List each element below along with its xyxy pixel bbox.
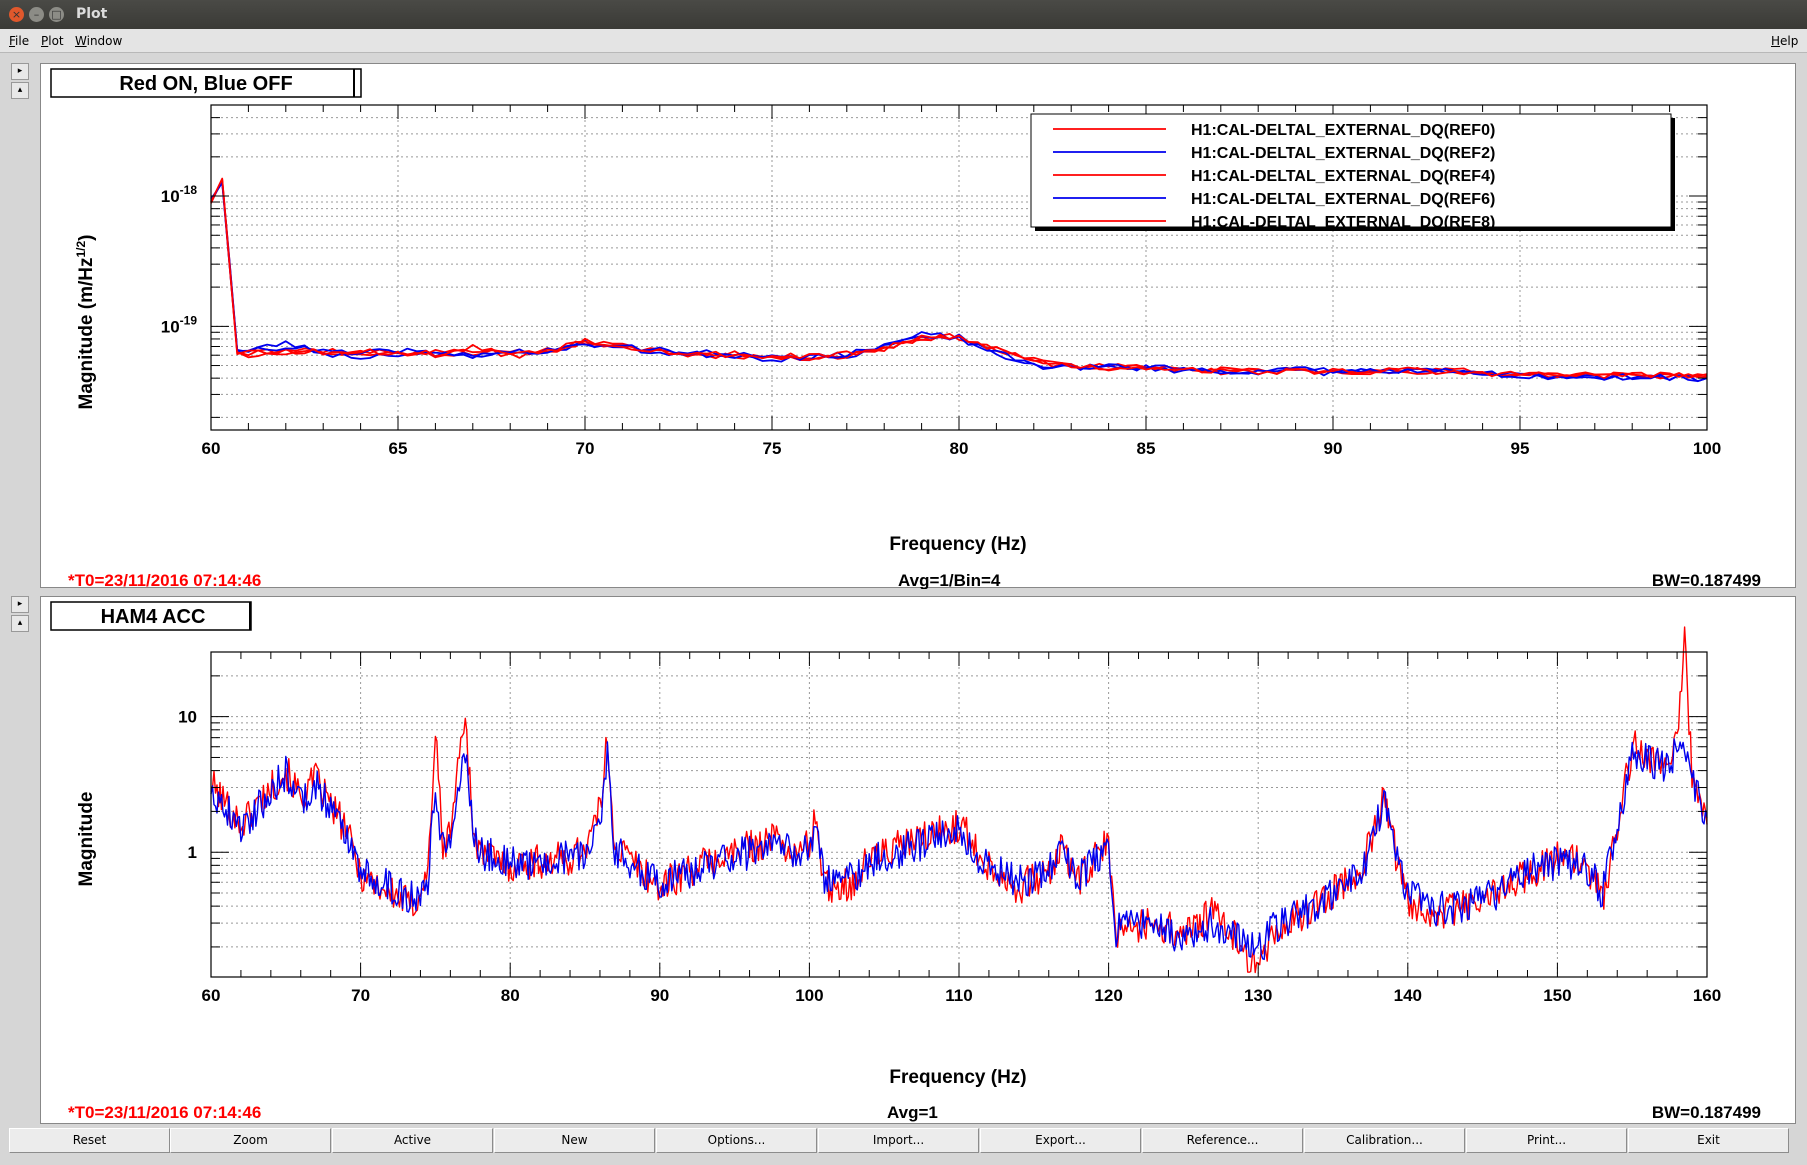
new-button[interactable]: New xyxy=(494,1128,655,1153)
legend-entry: H1:CAL-DELTAL_EXTERNAL_DQ(REF0) xyxy=(1191,122,1495,139)
print-button[interactable]: Print... xyxy=(1466,1128,1627,1153)
panel2-xlabel: Frequency (Hz) xyxy=(889,1067,1026,1088)
plot-panel-top[interactable]: Red ON, Blue OFF 60 65 70 75 80 85 90 95 100 10-1… xyxy=(40,63,1797,589)
x-tick-label: 80 xyxy=(501,986,520,1005)
series-line-0 xyxy=(210,626,1708,974)
reset-button[interactable]: Reset xyxy=(9,1128,170,1153)
x-tick-label: 70 xyxy=(576,439,595,458)
options-button[interactable]: Options... xyxy=(656,1128,817,1153)
panel1-expand-arrow-icon[interactable]: ▸ xyxy=(11,63,29,80)
panel1-xlabel: Frequency (Hz) xyxy=(889,534,1026,555)
window-title: Plot xyxy=(76,6,108,22)
x-tick-label: 70 xyxy=(351,986,370,1005)
x-tick-label: 75 xyxy=(763,439,782,458)
x-tick-label: 60 xyxy=(202,439,221,458)
panel2-expand-arrow-icon[interactable]: ▸ xyxy=(11,596,29,613)
panel2-avg-label: Avg=1 xyxy=(887,1103,938,1122)
x-tick-label: 160 xyxy=(1693,986,1721,1005)
series-line-4 xyxy=(210,177,1708,379)
x-tick-label: 95 xyxy=(1511,439,1530,458)
y-tick-label: 10 xyxy=(178,708,197,727)
panel2-bw-label: BW=0.187499 xyxy=(1652,1103,1761,1122)
x-tick-label: 110 xyxy=(945,986,972,1005)
export-button[interactable]: Export... xyxy=(980,1128,1141,1153)
active-button[interactable]: Active xyxy=(332,1128,493,1153)
zoom-button[interactable]: Zoom xyxy=(170,1128,331,1153)
x-tick-label: 130 xyxy=(1244,986,1272,1005)
panel2-ylabel: Magnitude xyxy=(76,792,97,887)
y-tick-label: 1 xyxy=(188,843,197,862)
panel1-ylabel: Magnitude (m/Hz1/2) xyxy=(74,234,97,409)
menu-plot[interactable]: Plot xyxy=(41,34,64,48)
panel2-t0-label: *T0=23/11/2016 07:14:46 xyxy=(68,1103,261,1122)
x-tick-label: 100 xyxy=(1693,439,1721,458)
plot-panel-bottom[interactable]: HAM4 ACC 60 70 80 90 100 110 120 130 140 150 160 10… xyxy=(40,596,1796,1124)
y-tick-label: 10-18 xyxy=(161,183,198,206)
x-tick-label: 85 xyxy=(1137,439,1156,458)
maximize-window-icon[interactable]: □ xyxy=(49,7,64,22)
series-line-1 xyxy=(210,738,1708,961)
y-tick-label: 10-19 xyxy=(161,313,198,336)
menu-help[interactable]: Help xyxy=(1771,34,1799,48)
menu-bar: File Plot Window Help xyxy=(0,29,1807,53)
menu-window[interactable]: Window xyxy=(75,34,123,48)
legend-entry: H1:CAL-DELTAL_EXTERNAL_DQ(REF8) xyxy=(1191,214,1495,231)
calibration-button[interactable]: Calibration... xyxy=(1304,1128,1465,1153)
x-tick-label: 65 xyxy=(389,439,408,458)
exit-button[interactable]: Exit xyxy=(1628,1128,1789,1153)
panel1-t0-label: *T0=23/11/2016 07:14:46 xyxy=(68,571,261,589)
panel2-title-box xyxy=(50,601,252,631)
x-tick-label: 90 xyxy=(650,986,669,1005)
legend-entry: H1:CAL-DELTAL_EXTERNAL_DQ(REF4) xyxy=(1191,168,1495,185)
close-window-icon[interactable]: × xyxy=(9,7,24,22)
legend-entry: H1:CAL-DELTAL_EXTERNAL_DQ(REF2) xyxy=(1191,145,1495,162)
import-button[interactable]: Import... xyxy=(818,1128,979,1153)
x-tick-label: 120 xyxy=(1094,986,1122,1005)
title-bar: × – □ Plot xyxy=(0,0,1807,29)
panel2-collapse-arrow-icon[interactable]: ▴ xyxy=(11,615,29,632)
panel1-bw-label: BW=0.187499 xyxy=(1652,571,1761,589)
x-tick-label: 100 xyxy=(795,986,823,1005)
x-tick-label: 90 xyxy=(1324,439,1343,458)
x-tick-label: 150 xyxy=(1543,986,1571,1005)
panel1-collapse-arrow-icon[interactable]: ▴ xyxy=(11,82,29,99)
x-tick-label: 60 xyxy=(202,986,221,1005)
legend-entry: H1:CAL-DELTAL_EXTERNAL_DQ(REF6) xyxy=(1191,191,1495,208)
reference-button[interactable]: Reference... xyxy=(1142,1128,1303,1153)
x-tick-label: 80 xyxy=(950,439,969,458)
panel2-title: HAM4 ACC xyxy=(101,606,206,628)
panel1-title: Red ON, Blue OFF xyxy=(119,73,292,95)
menu-file[interactable]: File xyxy=(9,34,30,48)
x-tick-label: 140 xyxy=(1394,986,1422,1005)
chart-top[interactable]: Red ON, Blue OFF 60 65 70 75 80 85 90 95 100 10-1… xyxy=(41,64,1797,589)
button-bar: Reset Zoom Active New Options... Import.… xyxy=(0,1128,1807,1165)
panel1-avg-label: Avg=1/Bin=4 xyxy=(898,571,1001,589)
panel1-title-box xyxy=(50,68,362,98)
minimize-window-icon[interactable]: – xyxy=(29,7,44,22)
chart-bottom[interactable]: HAM4 ACC 60 70 80 90 100 110 120 130 140 150 160 10… xyxy=(41,597,1797,1125)
